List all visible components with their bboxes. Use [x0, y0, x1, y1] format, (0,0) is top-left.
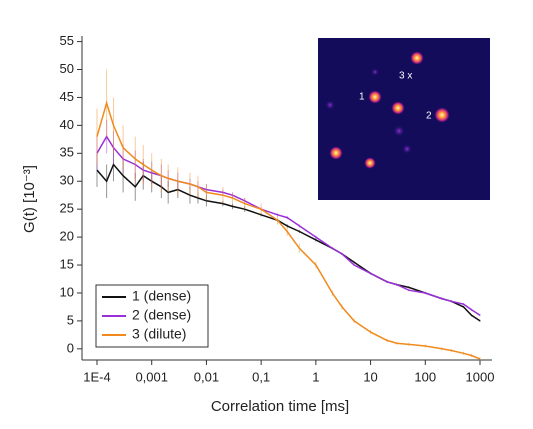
- y-tick-label: 25: [60, 201, 74, 216]
- x-tick-label: 100: [414, 369, 436, 384]
- y-tick-label: 20: [60, 229, 74, 244]
- x-tick-label: 1000: [466, 369, 495, 384]
- y-tick-label: 50: [60, 61, 74, 76]
- x-tick-label: 0,001: [135, 369, 168, 384]
- inset-image: 1 2 3 x: [318, 38, 490, 200]
- x-tick-label: 0,01: [194, 369, 219, 384]
- legend-label: 3 (dilute): [132, 326, 186, 342]
- series-line: [96, 100, 481, 360]
- y-axis-label: G(t) [10⁻³]: [21, 165, 38, 233]
- y-tick-label: 10: [60, 284, 74, 299]
- legend-label: 2 (dense): [132, 307, 191, 323]
- y-tick-label: 5: [67, 312, 74, 327]
- x-tick-label: 10: [363, 369, 377, 384]
- x-axis-label: Correlation time [ms]: [211, 398, 349, 415]
- inset-label: 2: [426, 111, 432, 122]
- series-line: [96, 163, 481, 322]
- x-tick-label: 0,1: [252, 369, 270, 384]
- y-tick-label: 30: [60, 173, 74, 188]
- x-tick-label: 1: [312, 369, 319, 384]
- inset-label: 3 x: [399, 71, 412, 82]
- y-tick-label: 0: [67, 340, 74, 355]
- y-tick-label: 45: [60, 89, 74, 104]
- y-tick-label: 15: [60, 256, 74, 271]
- x-tick-label: 1E-4: [83, 369, 110, 384]
- y-tick-label: 35: [60, 145, 74, 160]
- y-tick-label: 40: [60, 117, 74, 132]
- legend-label: 1 (dense): [132, 288, 191, 304]
- series-line: [96, 135, 481, 316]
- inset-label: 1: [359, 92, 365, 103]
- y-tick-label: 55: [60, 33, 74, 48]
